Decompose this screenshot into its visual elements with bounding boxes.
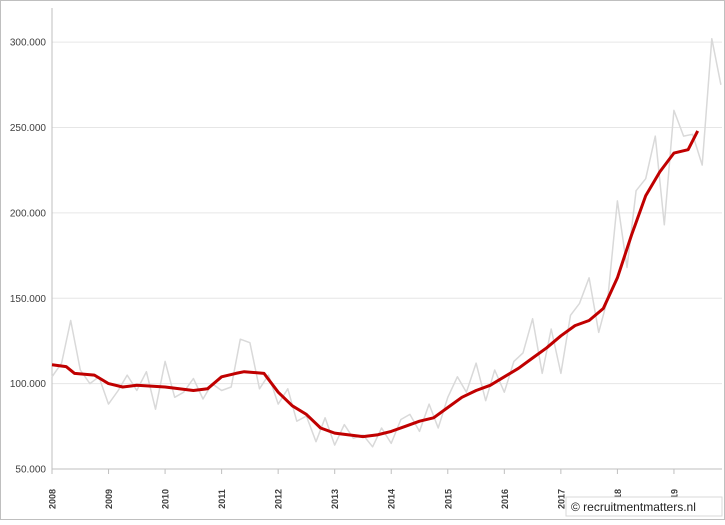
y-tick-label: 200.000 bbox=[10, 208, 47, 219]
y-tick-label: 250.000 bbox=[10, 123, 47, 134]
series-line bbox=[51, 130, 700, 439]
x-tick-label: 2017 bbox=[556, 489, 566, 509]
y-tick-label: 100.000 bbox=[10, 379, 47, 390]
watermark: © recruitmentmatters.nl bbox=[571, 500, 696, 514]
y-tick-label: 150.000 bbox=[10, 294, 47, 305]
series-line bbox=[51, 37, 722, 448]
x-tick-label: 2016 bbox=[500, 489, 510, 509]
y-tick-label: 50.000 bbox=[15, 465, 46, 476]
x-tick-label: 2015 bbox=[443, 489, 453, 509]
x-tick-label: 2009 bbox=[104, 489, 114, 509]
x-tick-label: 2011 bbox=[217, 489, 227, 509]
x-tick-label: 2010 bbox=[161, 489, 171, 509]
x-tick-label: 2013 bbox=[330, 489, 340, 509]
x-tick-label: 2012 bbox=[274, 489, 284, 509]
x-tick-label: 2008 bbox=[48, 489, 58, 509]
y-tick-label: 300.000 bbox=[10, 38, 47, 49]
watermark-box bbox=[565, 496, 723, 517]
x-tick-label: 2014 bbox=[387, 489, 397, 509]
